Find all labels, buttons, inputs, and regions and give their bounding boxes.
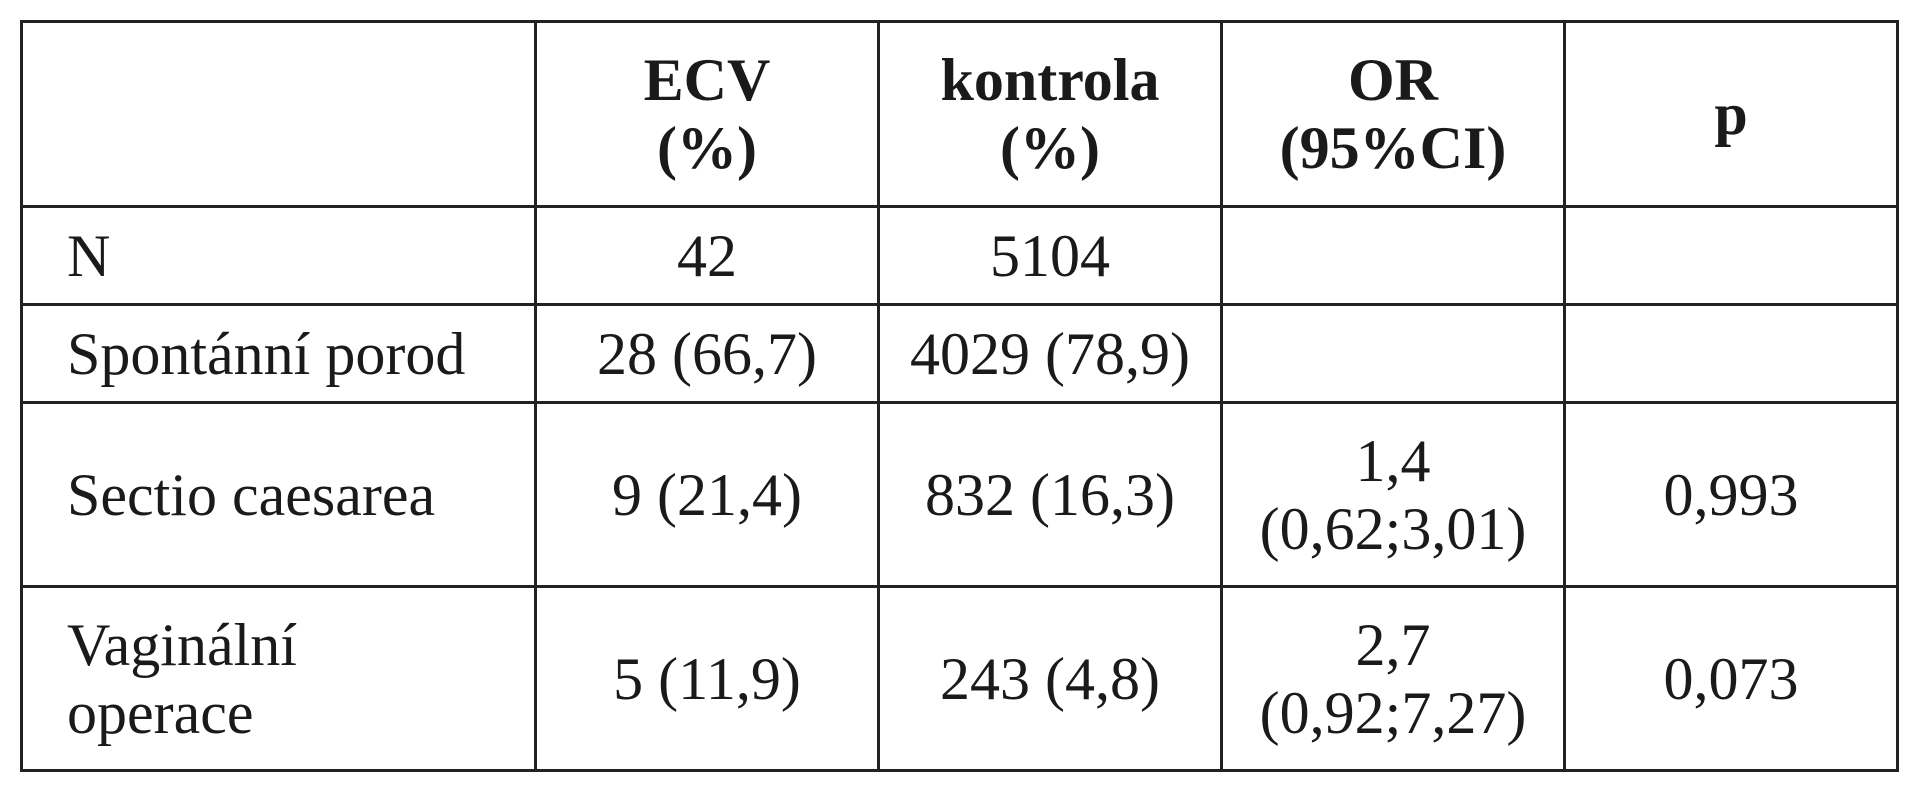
table-row: Vaginální operace 5 (11,9) 243 (4,8) 2,7… <box>20 585 1899 772</box>
header-line: OR <box>1348 47 1438 113</box>
cell-kontrola: 4029 (78,9) <box>877 303 1223 404</box>
cell-kontrola: 5104 <box>877 205 1223 306</box>
header-line: (%) <box>1000 115 1100 181</box>
cell-p: 0,993 <box>1563 401 1899 588</box>
cell-kontrola: 243 (4,8) <box>877 585 1223 772</box>
header-cell-empty <box>20 20 537 208</box>
row-label-line: Sectio caesarea <box>67 461 436 528</box>
row-label-line: N <box>67 222 111 289</box>
row-label: Sectio caesarea <box>20 401 537 588</box>
header-line: (95%CI) <box>1279 115 1507 181</box>
table-row: Sectio caesarea 9 (21,4) 832 (16,3) 1,4 … <box>20 401 1899 588</box>
header-cell-ecv: ECV (%) <box>534 20 880 208</box>
cell-ecv: 28 (66,7) <box>534 303 880 404</box>
table-row: N 42 5104 <box>20 205 1899 306</box>
row-label-line: Vaginální <box>67 611 297 678</box>
cell-p <box>1563 205 1899 306</box>
header-row: ECV (%) kontrola (%) OR (95%CI) p <box>20 20 1899 208</box>
cell-or <box>1220 205 1566 306</box>
cell-ecv: 5 (11,9) <box>534 585 880 772</box>
header-line: ECV <box>643 47 771 113</box>
header-cell-kontrola: kontrola (%) <box>877 20 1223 208</box>
cell-or: 2,7 (0,92;7,27) <box>1220 585 1566 772</box>
header-cell-p: p <box>1563 20 1899 208</box>
row-label: N <box>20 205 537 306</box>
or-ci: (0,92;7,27) <box>1259 679 1527 746</box>
or-value: 2,7 <box>1355 611 1431 678</box>
cell-p <box>1563 303 1899 404</box>
row-label: Vaginální operace <box>20 585 537 772</box>
cell-p: 0,073 <box>1563 585 1899 772</box>
cell-or: 1,4 (0,62;3,01) <box>1220 401 1566 588</box>
cell-ecv: 42 <box>534 205 880 306</box>
or-value: 1,4 <box>1355 427 1431 494</box>
row-label-line: Spontánní porod <box>67 320 466 387</box>
header-line: p <box>1714 81 1748 147</box>
header-line: (%) <box>657 115 757 181</box>
cell-ecv: 9 (21,4) <box>534 401 880 588</box>
results-table-container: ECV (%) kontrola (%) OR (95%CI) p <box>20 20 1899 772</box>
header-line: kontrola <box>940 47 1160 113</box>
or-ci: (0,62;3,01) <box>1259 495 1527 562</box>
row-label-line: operace <box>67 679 254 746</box>
table-row: Spontánní porod 28 (66,7) 4029 (78,9) <box>20 303 1899 404</box>
cell-or <box>1220 303 1566 404</box>
results-table: ECV (%) kontrola (%) OR (95%CI) p <box>20 20 1899 772</box>
header-cell-or: OR (95%CI) <box>1220 20 1566 208</box>
row-label: Spontánní porod <box>20 303 537 404</box>
cell-kontrola: 832 (16,3) <box>877 401 1223 588</box>
